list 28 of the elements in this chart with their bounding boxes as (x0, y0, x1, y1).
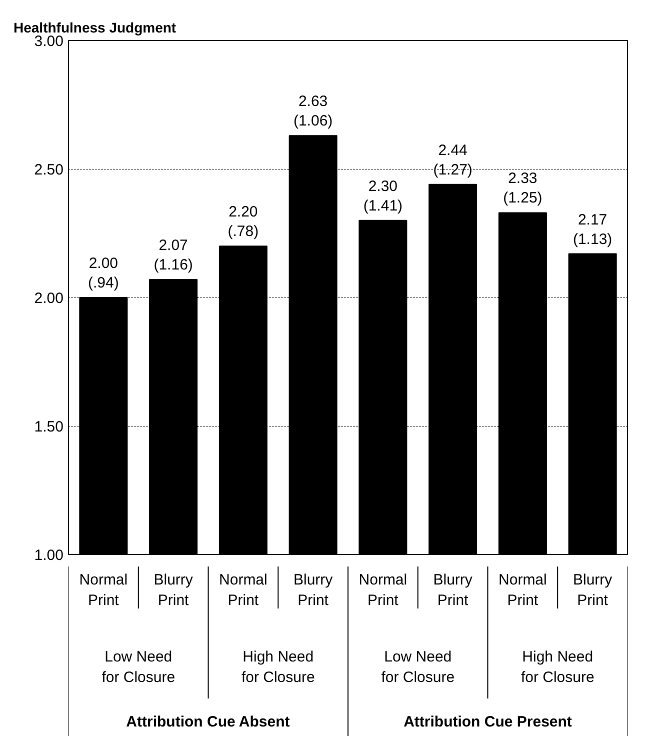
data-label: 2.20 (.78) (228, 204, 259, 240)
x-tick-label: Normal Print (358, 572, 408, 609)
text: High Need for Closure (241, 648, 315, 686)
data-label: 2.30 (1.41) (363, 178, 403, 214)
y-axis-title: Healthfulness Judgment (14, 20, 176, 36)
y-tick-label: 3.00 (34, 33, 64, 50)
data-label: 2.17 (1.13) (572, 211, 612, 248)
y-tick-label: 2.50 (34, 162, 64, 178)
x-tick-label: Blurry Print (154, 572, 194, 609)
x-tick-label: Blurry Print (572, 572, 613, 609)
x-tick-label: Normal Print (498, 572, 547, 609)
data-label: 2.33 (1.25) (503, 170, 542, 207)
y-tick-label: 1.50 (34, 418, 64, 436)
x-tick-label: Normal Print (79, 572, 128, 609)
y-tick-label: 2.00 (34, 290, 64, 307)
data-label: 2.44 (1.27) (433, 142, 472, 178)
data-label: 2.07 (1.16) (154, 236, 193, 274)
data-label: 2.63 (1.06) (293, 93, 333, 130)
x-tick-label: Blurry Print (293, 572, 334, 609)
text: Low Need for Closure (381, 648, 455, 686)
text: Attribution Cue Present (404, 714, 572, 730)
x-tick-label: Normal Print (219, 572, 268, 609)
text: Low Need for Closure (102, 648, 176, 686)
text: High Need for Closure (520, 648, 594, 686)
data-label: 2.00 (.94) (88, 254, 119, 292)
x-tick-label: Blurry Print (433, 572, 473, 609)
text: Attribution Cue Absent (126, 714, 290, 730)
y-tick-label: 1.00 (34, 547, 64, 564)
